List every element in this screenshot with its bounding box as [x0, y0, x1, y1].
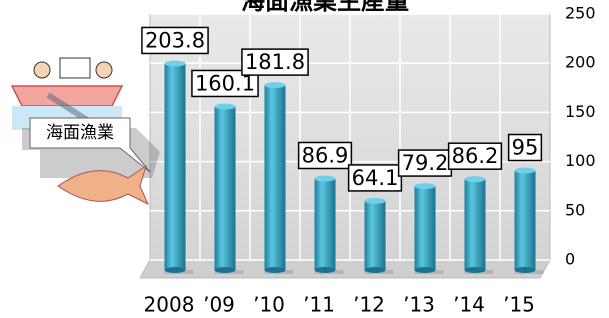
x-tick-label: ’13	[403, 293, 435, 317]
y-tick-label: 100	[565, 151, 596, 170]
bar	[515, 171, 536, 270]
value-label: 64.1	[352, 166, 399, 190]
chart-title: 海面漁業生産量	[241, 0, 409, 15]
bar-top	[515, 168, 536, 174]
bar-top	[165, 60, 186, 66]
x-tick-label: 2008	[144, 293, 195, 317]
x-tick-label: ’15	[503, 293, 535, 317]
bar	[365, 201, 386, 270]
y-tick-label: 150	[565, 102, 596, 121]
bar	[415, 186, 436, 270]
bar-base	[215, 267, 236, 273]
y-tick-label: 200	[565, 53, 596, 72]
bar	[165, 63, 186, 270]
bar-base	[265, 267, 286, 273]
bar-base	[465, 267, 486, 273]
value-label: 181.8	[245, 50, 305, 74]
bar	[215, 106, 236, 270]
bar	[265, 85, 286, 270]
x-tick-label: ’14	[453, 293, 485, 317]
bar-base	[315, 267, 336, 273]
bar-top	[215, 103, 236, 109]
value-label: 203.8	[145, 28, 205, 52]
value-label: 95	[512, 136, 539, 160]
y-tick-label: 0	[565, 250, 575, 269]
bar-base	[415, 267, 436, 273]
chart: 海面漁業生産量 海面漁業 0 50 100 150 200 250 2008 203.8 ’09…	[0, 0, 609, 318]
bar-top	[465, 176, 486, 182]
x-tick-label: ’11	[303, 293, 335, 317]
bar	[465, 179, 486, 270]
x-tick-label: ’10	[253, 293, 285, 317]
callout-text: 海面漁業	[46, 123, 114, 143]
x-tick-label: ’09	[203, 293, 235, 317]
bar-top	[415, 183, 436, 189]
x-tick-label: ’12	[353, 293, 385, 317]
value-label: 86.2	[452, 144, 499, 168]
bar-top	[265, 82, 286, 88]
bar-top	[315, 175, 336, 181]
floor	[140, 260, 550, 278]
bar-top	[365, 198, 386, 204]
bar-base	[365, 267, 386, 273]
bar	[315, 178, 336, 270]
y-tick-label: 50	[565, 200, 585, 219]
illustration: 海面漁業	[12, 58, 160, 204]
value-label: 79.2	[402, 151, 449, 175]
bar-base	[515, 267, 536, 273]
bar-base	[165, 267, 186, 273]
y-tick-label: 250	[565, 4, 596, 23]
value-label: 86.9	[302, 143, 349, 167]
